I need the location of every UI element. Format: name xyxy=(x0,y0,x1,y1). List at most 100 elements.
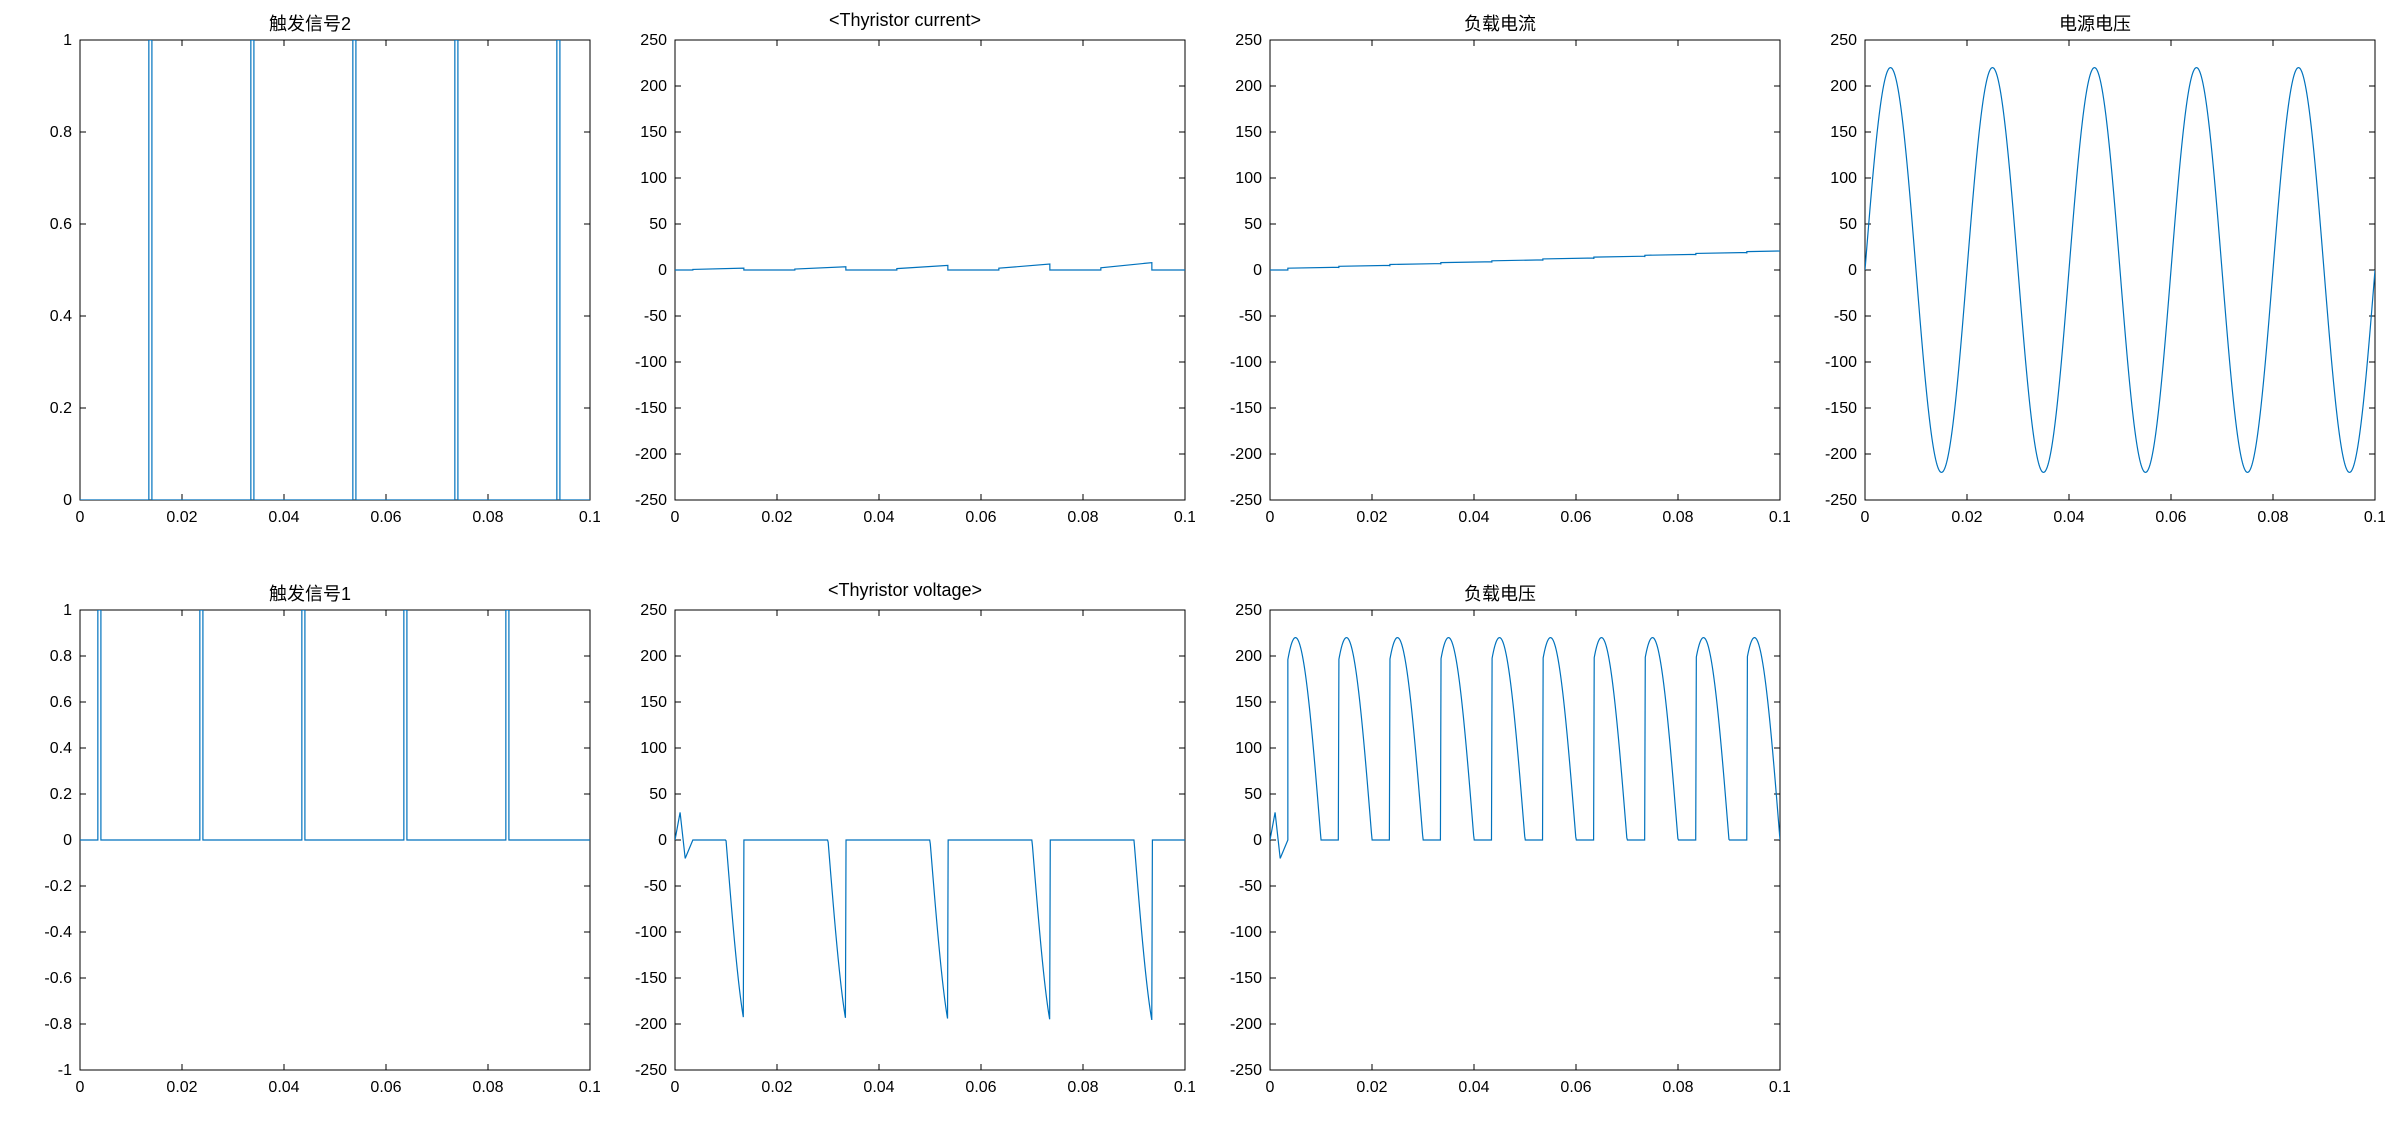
y-tick-label: 200 xyxy=(640,648,667,665)
plot-svg: 00.020.040.060.080.1-250-200-150-100-500… xyxy=(615,580,1195,1120)
x-tick-label: 0.02 xyxy=(1951,509,1982,526)
panel-title: 触发信号2 xyxy=(20,10,600,36)
x-tick-label: 0.08 xyxy=(1662,509,1693,526)
x-tick-label: 0.04 xyxy=(863,509,894,526)
x-tick-label: 0.02 xyxy=(1356,509,1387,526)
y-tick-label: -250 xyxy=(1230,1062,1262,1079)
y-tick-label: 0 xyxy=(1253,262,1262,279)
y-tick-label: -250 xyxy=(635,492,667,509)
plot-svg: 00.020.040.060.080.1-250-200-150-100-500… xyxy=(1805,10,2385,550)
x-tick-label: 0 xyxy=(1266,509,1275,526)
y-tick-label: -0.2 xyxy=(44,878,72,895)
series-line xyxy=(80,610,590,840)
y-tick-label: -150 xyxy=(635,970,667,987)
y-tick-label: -250 xyxy=(1825,492,1857,509)
x-tick-label: 0.1 xyxy=(1769,1079,1790,1096)
y-tick-label: 150 xyxy=(1830,124,1857,141)
series-line xyxy=(1270,251,1790,270)
y-tick-label: 100 xyxy=(640,170,667,187)
x-tick-label: 0.06 xyxy=(965,509,996,526)
x-tick-label: 0.04 xyxy=(268,509,299,526)
panel-title: 触发信号1 xyxy=(20,580,600,606)
y-tick-label: 200 xyxy=(1830,78,1857,95)
panel-trigger1: 触发信号100.020.040.060.080.1-1-0.8-0.6-0.4-… xyxy=(20,580,600,1120)
y-tick-label: -100 xyxy=(635,354,667,371)
panel-title: 负载电压 xyxy=(1210,580,1790,606)
y-tick-label: -150 xyxy=(1230,400,1262,417)
x-tick-label: 0.1 xyxy=(1769,509,1790,526)
panel-title: <Thyristor current> xyxy=(615,10,1195,31)
y-tick-label: -200 xyxy=(635,1016,667,1033)
plot-svg: 00.020.040.060.080.1-250-200-150-100-500… xyxy=(1210,580,1790,1120)
x-tick-label: 0.04 xyxy=(2053,509,2084,526)
x-tick-label: 0.04 xyxy=(1458,1079,1489,1096)
y-tick-label: 0 xyxy=(63,832,72,849)
y-tick-label: 200 xyxy=(640,78,667,95)
x-tick-label: 0.02 xyxy=(761,1079,792,1096)
y-tick-label: 0.2 xyxy=(50,786,72,803)
panel-title: 负载电流 xyxy=(1210,10,1790,36)
y-tick-label: -100 xyxy=(635,924,667,941)
panel-source_voltage: 电源电压00.020.040.060.080.1-250-200-150-100… xyxy=(1805,10,2385,550)
series-line xyxy=(1270,638,1780,859)
x-tick-label: 0.08 xyxy=(1067,1079,1098,1096)
y-tick-label: -150 xyxy=(635,400,667,417)
x-tick-label: 0.02 xyxy=(1356,1079,1387,1096)
y-tick-label: -50 xyxy=(644,308,667,325)
y-tick-label: 0 xyxy=(658,832,667,849)
plot-svg: 00.020.040.060.080.1-250-200-150-100-500… xyxy=(1210,10,1790,550)
y-tick-label: 0.4 xyxy=(50,740,72,757)
x-tick-label: 0 xyxy=(76,1079,85,1096)
y-tick-label: 250 xyxy=(640,602,667,619)
x-tick-label: 0.02 xyxy=(761,509,792,526)
x-tick-label: 0.1 xyxy=(579,509,600,526)
panel-load_current: 负载电流00.020.040.060.080.1-250-200-150-100… xyxy=(1210,10,1790,550)
y-tick-label: -200 xyxy=(1230,446,1262,463)
panel-trigger2: 触发信号200.020.040.060.080.100.20.40.60.81 xyxy=(20,10,600,550)
x-tick-label: 0.1 xyxy=(579,1079,600,1096)
y-tick-label: -50 xyxy=(1239,308,1262,325)
y-tick-label: 100 xyxy=(1235,740,1262,757)
y-tick-label: 50 xyxy=(649,216,667,233)
x-tick-label: 0.06 xyxy=(2155,509,2186,526)
y-tick-label: 150 xyxy=(1235,124,1262,141)
y-tick-label: -150 xyxy=(1230,970,1262,987)
y-tick-label: 0.6 xyxy=(50,694,72,711)
y-tick-label: 150 xyxy=(1235,694,1262,711)
x-tick-label: 0.1 xyxy=(1174,1079,1195,1096)
y-tick-label: 0.2 xyxy=(50,400,72,417)
x-tick-label: 0.08 xyxy=(472,1079,503,1096)
y-tick-label: 200 xyxy=(1235,648,1262,665)
x-tick-label: 0 xyxy=(671,509,680,526)
plot-svg: 00.020.040.060.080.1-1-0.8-0.6-0.4-0.200… xyxy=(20,580,600,1120)
x-tick-label: 0.06 xyxy=(1560,509,1591,526)
y-tick-label: 50 xyxy=(1244,216,1262,233)
y-tick-label: 0 xyxy=(658,262,667,279)
y-tick-label: -250 xyxy=(635,1062,667,1079)
x-tick-label: 0.06 xyxy=(965,1079,996,1096)
y-tick-label: -50 xyxy=(644,878,667,895)
x-tick-label: 0.06 xyxy=(370,509,401,526)
x-tick-label: 0.08 xyxy=(1067,509,1098,526)
panel-title: <Thyristor voltage> xyxy=(615,580,1195,601)
x-tick-label: 0.02 xyxy=(166,509,197,526)
x-tick-label: 0 xyxy=(1861,509,1870,526)
y-tick-label: -100 xyxy=(1230,354,1262,371)
series-line xyxy=(675,812,1185,1020)
y-tick-label: 0.8 xyxy=(50,648,72,665)
y-tick-label: 150 xyxy=(640,124,667,141)
y-tick-label: -50 xyxy=(1239,878,1262,895)
x-tick-label: 0.08 xyxy=(472,509,503,526)
y-tick-label: -0.4 xyxy=(44,924,72,941)
x-tick-label: 0.08 xyxy=(1662,1079,1693,1096)
y-tick-label: -150 xyxy=(1825,400,1857,417)
y-tick-label: 100 xyxy=(1235,170,1262,187)
y-tick-label: 0.4 xyxy=(50,308,72,325)
panel-load_voltage: 负载电压00.020.040.060.080.1-250-200-150-100… xyxy=(1210,580,1790,1120)
x-tick-label: 0 xyxy=(1266,1079,1275,1096)
y-tick-label: -100 xyxy=(1230,924,1262,941)
y-tick-label: 250 xyxy=(640,32,667,49)
y-tick-label: 0.6 xyxy=(50,216,72,233)
y-tick-label: -0.8 xyxy=(44,1016,72,1033)
x-tick-label: 0 xyxy=(76,509,85,526)
